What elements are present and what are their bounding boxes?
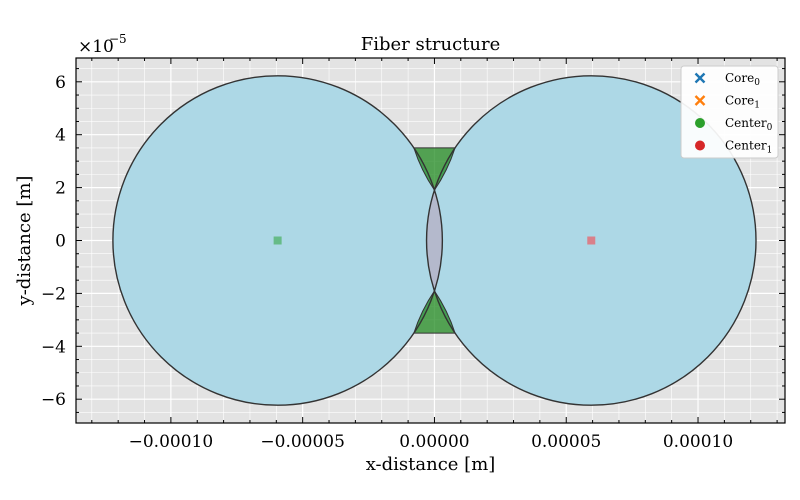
x-tick-label: 0.00005 (531, 432, 601, 452)
y-axis-label: y-distance [m] (14, 176, 35, 307)
center-markers (273, 236, 596, 245)
y-offset-exponent: −5 (109, 32, 127, 46)
legend-label: Center0 (725, 116, 773, 133)
y-tick-label: −4 (41, 337, 66, 357)
fiber-outline-1 (425, 75, 757, 406)
fiber-outline-0 (112, 75, 444, 406)
y-tick-label: −2 (41, 284, 66, 304)
legend-marker-x (694, 72, 706, 84)
y-tick-label: 0 (55, 232, 66, 252)
legend-label: Center1 (725, 139, 772, 156)
x-tick-label: −0.00005 (260, 432, 345, 452)
x-axis-label: x-distance [m] (366, 454, 496, 475)
legend-marker-x (694, 95, 706, 106)
legend-label: Core1 (725, 94, 760, 111)
center-marker-1 (587, 236, 596, 245)
y-offset-base: ×10 (78, 37, 114, 57)
legend: Core0 Core1 Center0 Center1 (680, 65, 779, 159)
y-tick-label: 4 (55, 126, 66, 146)
center-marker-0 (273, 236, 282, 245)
y-tick-label: −6 (41, 390, 66, 410)
y-tick-label: 2 (55, 179, 66, 199)
axis-ticks: −0.00010 −0.00005 0.00000 0.00005 0.00010 −6 −… (41, 58, 785, 452)
legend-marker-dot (695, 140, 705, 151)
y-tick-label: 6 (55, 73, 66, 93)
x-tick-label: −0.00010 (129, 432, 214, 452)
x-tick-label: 0.00010 (663, 432, 733, 452)
legend-marker-dot (695, 118, 705, 128)
legend-box (680, 65, 779, 159)
chart-title: Fiber structure (361, 34, 501, 55)
legend-label: Core0 (725, 71, 760, 88)
x-tick-label: 0.00000 (399, 432, 469, 452)
overlap-region (426, 190, 443, 291)
y-offset-text: ×10 −5 (78, 32, 127, 57)
